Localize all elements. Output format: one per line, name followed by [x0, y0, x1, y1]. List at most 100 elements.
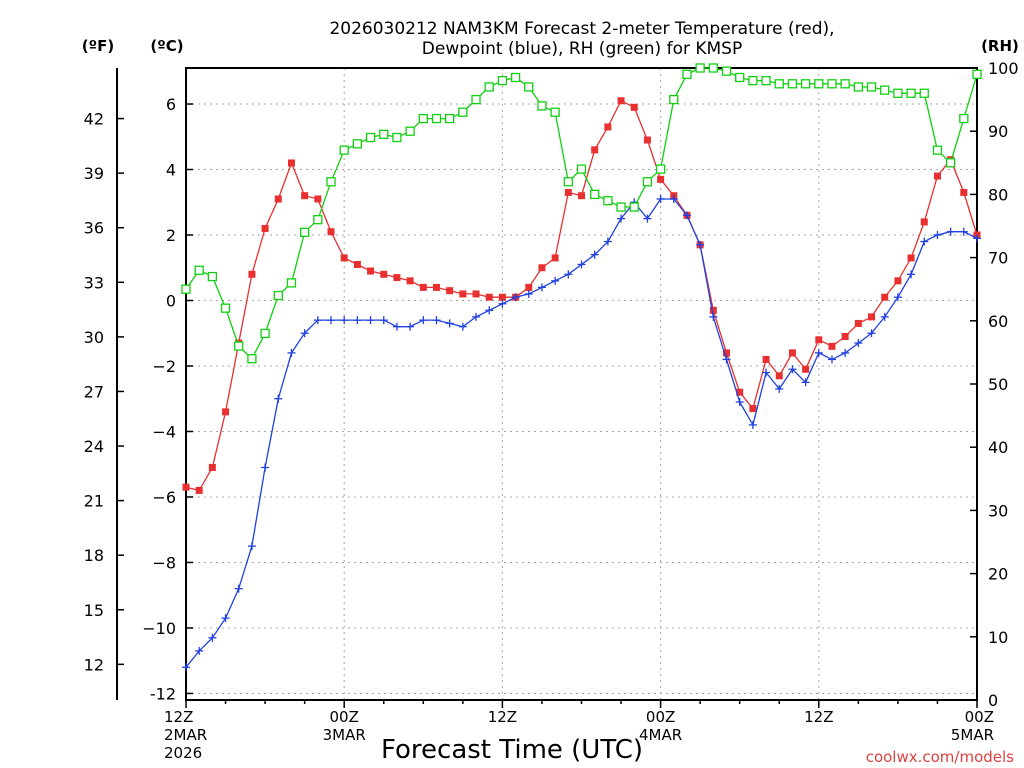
- rh-point: [735, 72, 745, 83]
- dewpoint-point: [551, 276, 560, 285]
- dewpoint-point: [696, 240, 705, 249]
- dewpoint-point: [221, 614, 230, 623]
- rh-point: [761, 75, 771, 86]
- rh-point: [893, 88, 903, 98]
- rh-point: [181, 284, 191, 294]
- series-line: [185, 198, 978, 668]
- f-tick-label: 15: [84, 601, 104, 620]
- dewpoint-point: [511, 293, 520, 302]
- rh-point: [510, 72, 521, 83]
- temperature-point: [802, 365, 810, 373]
- c-tick-label: 4: [166, 161, 176, 180]
- rh-point: [497, 75, 508, 86]
- temperature-point: [894, 277, 902, 285]
- temperature-point: [854, 319, 862, 327]
- rh-point: [220, 303, 231, 313]
- temperature-point: [393, 274, 401, 282]
- rh-point: [590, 189, 600, 200]
- rh-point: [866, 82, 877, 92]
- x-tick-year-label: 2026: [164, 744, 202, 762]
- dewpoint-point: [274, 394, 283, 403]
- dewpoint-point: [564, 270, 573, 279]
- dewpoint-point: [827, 355, 836, 364]
- temperature-point: [868, 313, 876, 321]
- rh-point: [273, 290, 283, 301]
- f-tick-label: 30: [84, 328, 104, 347]
- temperature-point: [432, 283, 440, 291]
- dewpoint-point: [867, 329, 876, 338]
- c-tick-label: −2: [152, 357, 176, 376]
- dewpoint-point: [669, 194, 678, 203]
- dewpoint-point: [735, 398, 744, 407]
- rh-point: [207, 271, 218, 282]
- temperature-point: [406, 277, 414, 285]
- celsius-axis: -12 −10 −8 −6 −4 −2 0 2 4 6: [142, 95, 193, 703]
- x-tick-time-label: 12Z: [804, 708, 833, 726]
- f-tick-label: 39: [84, 164, 104, 183]
- rh-point: [708, 63, 718, 73]
- dewpoint-point: [485, 306, 494, 315]
- rh-point: [458, 107, 468, 117]
- c-tick-label: −8: [152, 553, 176, 572]
- f-tick-label: 18: [84, 546, 104, 565]
- dewpoint-point: [748, 420, 757, 429]
- temperature-point: [287, 159, 295, 167]
- rh-tick-label: 50: [988, 375, 1008, 394]
- series-layer: [181, 63, 982, 672]
- c-tick-label: −4: [152, 422, 176, 441]
- x-tick-time-label: 12Z: [164, 708, 193, 726]
- temperature-point: [643, 136, 651, 144]
- rh-tick-label: 70: [988, 249, 1008, 268]
- rh-point: [642, 177, 653, 187]
- rh-tick-label: 10: [988, 628, 1008, 647]
- dewpoint-point: [366, 316, 375, 325]
- rh-point: [906, 88, 916, 98]
- temperature-point: [472, 290, 480, 298]
- c-tick-label: -12: [150, 684, 176, 703]
- x-tick-time-label: 00Z: [965, 708, 994, 726]
- temperature-point: [736, 388, 744, 396]
- dewpoint-point: [643, 214, 652, 223]
- rh-tick-label: 0: [988, 691, 998, 710]
- f-tick-label: 12: [84, 655, 104, 674]
- dewpoint-point: [353, 316, 362, 325]
- dewpoint-point: [287, 348, 296, 357]
- dewpoint-point: [182, 663, 190, 672]
- rh-tick-label: 100: [988, 59, 1019, 78]
- temperature-point: [195, 486, 203, 494]
- rh-axis: 0 10 20 30 40 50 60 70 80 90 100: [970, 59, 1019, 710]
- rh-point: [392, 132, 402, 143]
- x-tick-time-label: 12Z: [488, 708, 517, 726]
- rh-point: [484, 82, 494, 92]
- rh-point: [352, 139, 363, 149]
- rh-point: [695, 63, 705, 73]
- dewpoint-point: [472, 312, 481, 321]
- temperature-point: [340, 254, 348, 262]
- rh-point: [721, 66, 732, 76]
- rh-point: [840, 79, 850, 89]
- dewpoint-point: [709, 312, 718, 321]
- rh-point: [827, 79, 837, 89]
- dewpoint-point: [973, 234, 981, 243]
- grid-lines: [186, 68, 977, 700]
- dewpoint-point: [682, 211, 691, 220]
- series-temperature: [182, 97, 981, 494]
- dewpoint-point: [247, 542, 256, 551]
- temperature-point: [775, 372, 783, 380]
- rh-point: [234, 341, 244, 351]
- plot-frame: [185, 67, 978, 701]
- c-tick-label: 2: [166, 226, 176, 245]
- temperature-point: [907, 254, 915, 262]
- rh-point: [932, 145, 943, 155]
- rh-point: [365, 132, 376, 143]
- dewpoint-point: [603, 237, 612, 246]
- dewpoint-point: [814, 348, 823, 357]
- temperature-point: [261, 224, 269, 232]
- dewpoint-point: [432, 316, 441, 325]
- temperature-point: [419, 283, 427, 291]
- rh-point: [339, 145, 349, 155]
- temperature-point: [222, 408, 230, 416]
- rh-tick-label: 90: [988, 122, 1008, 141]
- temperature-point: [182, 483, 190, 491]
- rh-point: [405, 126, 415, 136]
